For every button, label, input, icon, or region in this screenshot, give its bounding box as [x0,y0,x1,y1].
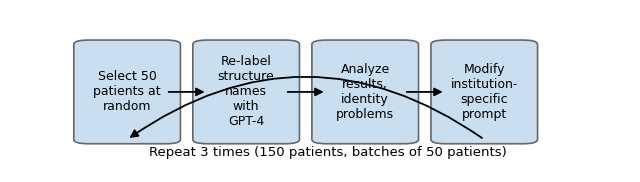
FancyBboxPatch shape [74,40,180,144]
Text: Analyze
results,
identity
problems: Analyze results, identity problems [336,63,394,121]
FancyBboxPatch shape [312,40,419,144]
Text: Modify
institution-
specific
prompt: Modify institution- specific prompt [451,63,518,121]
FancyBboxPatch shape [431,40,538,144]
Text: Repeat 3 times (150 patients, batches of 50 patients): Repeat 3 times (150 patients, batches of… [149,146,507,159]
Text: Select 50
patients at
random: Select 50 patients at random [93,70,161,113]
Text: Re-label
structure
names
with
GPT-4: Re-label structure names with GPT-4 [218,55,275,128]
FancyBboxPatch shape [193,40,300,144]
